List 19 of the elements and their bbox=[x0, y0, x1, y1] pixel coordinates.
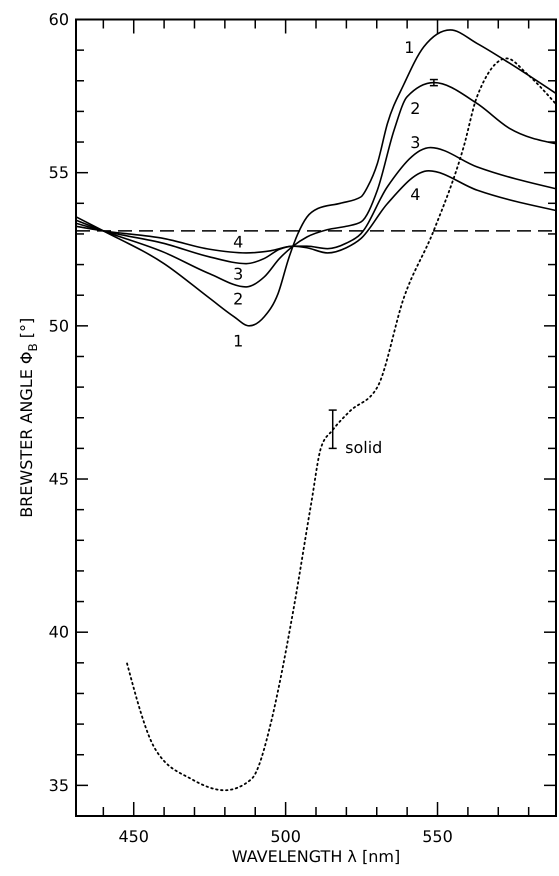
series-label: 3 bbox=[233, 264, 244, 284]
series-label: solid bbox=[345, 438, 382, 457]
text: 1 bbox=[233, 332, 244, 351]
y-tick-label: 55 bbox=[48, 163, 69, 182]
text: 3 bbox=[410, 132, 420, 152]
text: 4 bbox=[410, 184, 420, 204]
text: 2 bbox=[410, 98, 420, 118]
series-label: 2 bbox=[233, 290, 244, 309]
y-tick-label: 50 bbox=[48, 316, 69, 336]
x-tick-label: 550 bbox=[422, 827, 453, 846]
x-tick-label: 500 bbox=[270, 827, 301, 846]
x-tick-label: 450 bbox=[118, 827, 149, 846]
y-tick-label: 40 bbox=[48, 622, 69, 642]
y-tick-label: 60 bbox=[48, 10, 69, 29]
y-tick-label: 45 bbox=[48, 470, 69, 489]
y-tick-label: 35 bbox=[48, 776, 69, 795]
series-label: 4 bbox=[233, 232, 244, 252]
x-axis-title: WAVELENGTH λ [nm] bbox=[232, 847, 400, 866]
legend-label: 1 bbox=[404, 38, 414, 58]
